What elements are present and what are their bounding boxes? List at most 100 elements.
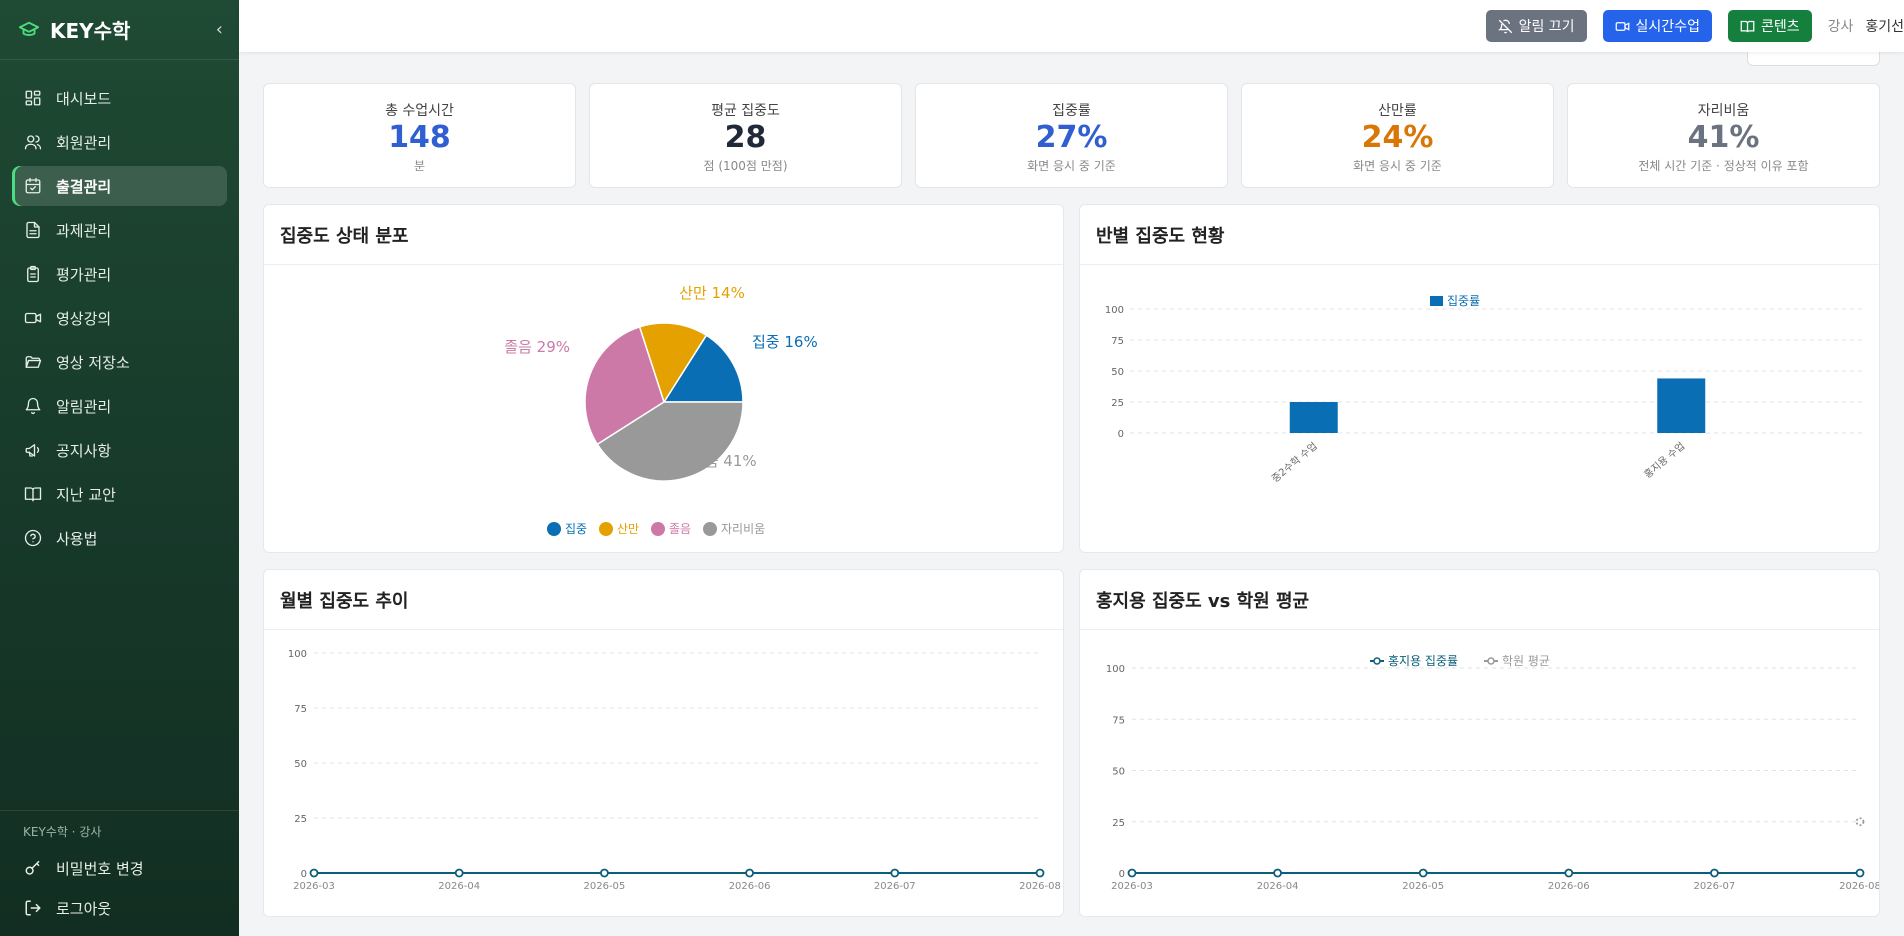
sidebar-item[interactable]: 영상강의 [12,298,227,338]
monthly-chart-title: 월별 집중도 추이 [264,570,1063,630]
chevron-left-icon[interactable]: ‹ [215,19,223,40]
sidebar-item[interactable]: 대시보드 [12,78,227,118]
graduation-cap-icon [16,17,42,43]
y-tick-label: 75 [294,704,307,715]
y-tick-label: 50 [1111,367,1124,378]
sidebar-item[interactable]: 출결관리 [12,166,227,206]
pie-chart-title: 집중도 상태 분포 [264,205,1063,265]
footer-caption: KEY수학 · 강사 [23,825,102,839]
pie-chart: 집중 16% 산만 14% 졸음 29% 자리비움 41% 집중 산만 졸음 자리비움 [504,284,818,536]
compare-line-chart: 0 25 50 75 100 2026-03 2026-04 2026-05 2026-06 20… [1106,654,1879,892]
svg-text:자리비움: 자리비움 [721,522,765,536]
legend-item[interactable]: 자리비움 [703,522,765,536]
sidebar-item-label: 알림관리 [56,397,112,416]
user-name[interactable]: 홍기선 [1865,19,1904,35]
users-icon [22,131,44,153]
pie-slice [638,322,708,404]
sidebar-item-label: 과제관리 [56,221,112,240]
stat-label: 산만률 [1378,103,1417,119]
legend-item[interactable]: 집중 [547,522,587,536]
stat-value: 41% [1687,120,1760,155]
svg-text:산만: 산만 [617,522,639,536]
class-chart-title: 반별 집중도 현황 [1080,205,1879,265]
stat-card: 집중률 27% 화면 응시 중 기준 [915,83,1228,188]
user-role: 강사 [1827,19,1854,35]
stat-label: 평균 집중도 [711,103,780,119]
sidebar-item[interactable]: 회원관리 [12,122,227,162]
monthly-line-chart: 0 25 50 75 100 2026-03 2026-04 2026-05 2026-06 20… [288,649,1061,892]
x-tick-label: 2026-05 [584,881,626,892]
pie-slice-label: 자리비움 41% [663,452,756,470]
sidebar-item[interactable]: 공지사항 [12,430,227,470]
change-password-link[interactable]: 비밀번호 변경 [0,848,239,888]
legend-item[interactable]: 졸음 [651,522,691,536]
sidebar-item-label: 영상강의 [56,309,112,328]
legend-item[interactable]: 학원 평균 [1484,654,1550,668]
legend-item[interactable]: 홍지용 집중률 [1370,654,1458,668]
topbar: 알림 끄기 실시간수업 콘텐츠 강사 홍기선 [239,0,1904,52]
data-point [1418,868,1428,878]
stat-subtext: 화면 응시 중 기준 [1353,159,1442,173]
svg-text:집중: 집중 [565,522,587,536]
book-open-icon [22,483,44,505]
bar [1657,378,1706,433]
key-icon [22,859,44,877]
class-chart-card: 반별 집중도 현황 0 25 50 75 100 집중률 중2수학 수업 홍지용 수업 [1079,204,1880,553]
sidebar-item-label: 공지사항 [56,441,112,460]
data-point [1710,868,1719,878]
svg-text:집중률: 집중률 [1447,294,1480,308]
live-class-label: 실시간수업 [1635,19,1700,35]
compare-chart-card: 홍지용 집중도 vs 학원 평균 0 25 50 75 100 2026-03 2026-0… [1079,569,1880,917]
stat-label: 자리비움 [1697,103,1750,119]
live-class-button[interactable]: 실시간수업 [1602,10,1712,42]
data-point [1273,868,1283,878]
y-tick-label: 100 [1106,664,1125,675]
sidebar: KEY수학 ‹ 대시보드 회원관리 출결관리 과제관리 평가관리 영상강의 영상 저장소 알림… [0,0,239,936]
sidebar-item-label: 사용법 [56,529,98,548]
sidebar-item-label: 출결관리 [56,177,112,196]
y-tick-label: 0 [1118,429,1124,440]
sidebar-item[interactable]: 알림관리 [12,386,227,426]
data-point [890,868,900,878]
svg-text:홍지용 집중률: 홍지용 집중률 [1388,654,1458,668]
stat-card: 평균 집중도 28 점 (100점 만점) [589,83,902,188]
logout-link[interactable]: 로그아웃 [0,888,239,928]
stat-card: 총 수업시간 148 분 [263,83,576,188]
contents-label: 콘텐츠 [1760,19,1800,35]
legend-item[interactable]: 산만 [599,522,639,536]
sidebar-item-label: 대시보드 [56,89,112,108]
sidebar-item[interactable]: 평가관리 [12,254,227,294]
dashboard-icon [22,87,44,109]
sidebar-item[interactable]: 영상 저장소 [12,342,227,382]
x-tick-label: 2026-06 [1548,881,1590,892]
legend-item[interactable]: 집중률 [1430,294,1480,308]
x-tick-label: 2026-04 [438,881,480,892]
sidebar-item-label: 회원관리 [56,133,112,152]
sidebar-item[interactable]: 사용법 [12,518,227,558]
contents-button[interactable]: 콘텐츠 [1727,10,1812,42]
stat-label: 총 수업시간 [385,103,454,119]
sidebar-item[interactable]: 지난 교안 [12,474,227,514]
data-point [745,868,755,878]
sidebar-footer: KEY수학 · 강사 비밀번호 변경 로그아웃 [0,810,239,936]
mute-alerts-button[interactable]: 알림 끄기 [1485,10,1587,42]
bell-icon [22,395,44,417]
y-tick-label: 25 [294,814,307,825]
sidebar-item[interactable]: 과제관리 [12,210,227,250]
folder-open-icon [22,351,44,373]
sidebar-item-label: 평가관리 [56,265,112,284]
stat-subtext: 화면 응시 중 기준 [1027,159,1116,173]
data-point [1564,868,1574,878]
stat-card: 자리비움 41% 전체 시간 기준 · 정상적 이유 포함 [1567,83,1880,188]
main-content: 총 수업시간 148 분 평균 집중도 28 점 (100점 만점) 집중률 27% 화면 응시… [239,0,1904,936]
y-tick-label: 25 [1111,398,1124,409]
stat-subtext: 전체 시간 기준 · 정상적 이유 포함 [1638,159,1809,173]
x-tick-label: 2026-06 [729,881,771,892]
svg-text:학원 평균: 학원 평균 [1502,654,1550,668]
change-password-label: 비밀번호 변경 [56,859,144,878]
stat-label: 집중률 [1052,103,1091,119]
sidebar-item-label: 영상 저장소 [56,353,130,372]
video-camera-icon [1615,19,1630,34]
